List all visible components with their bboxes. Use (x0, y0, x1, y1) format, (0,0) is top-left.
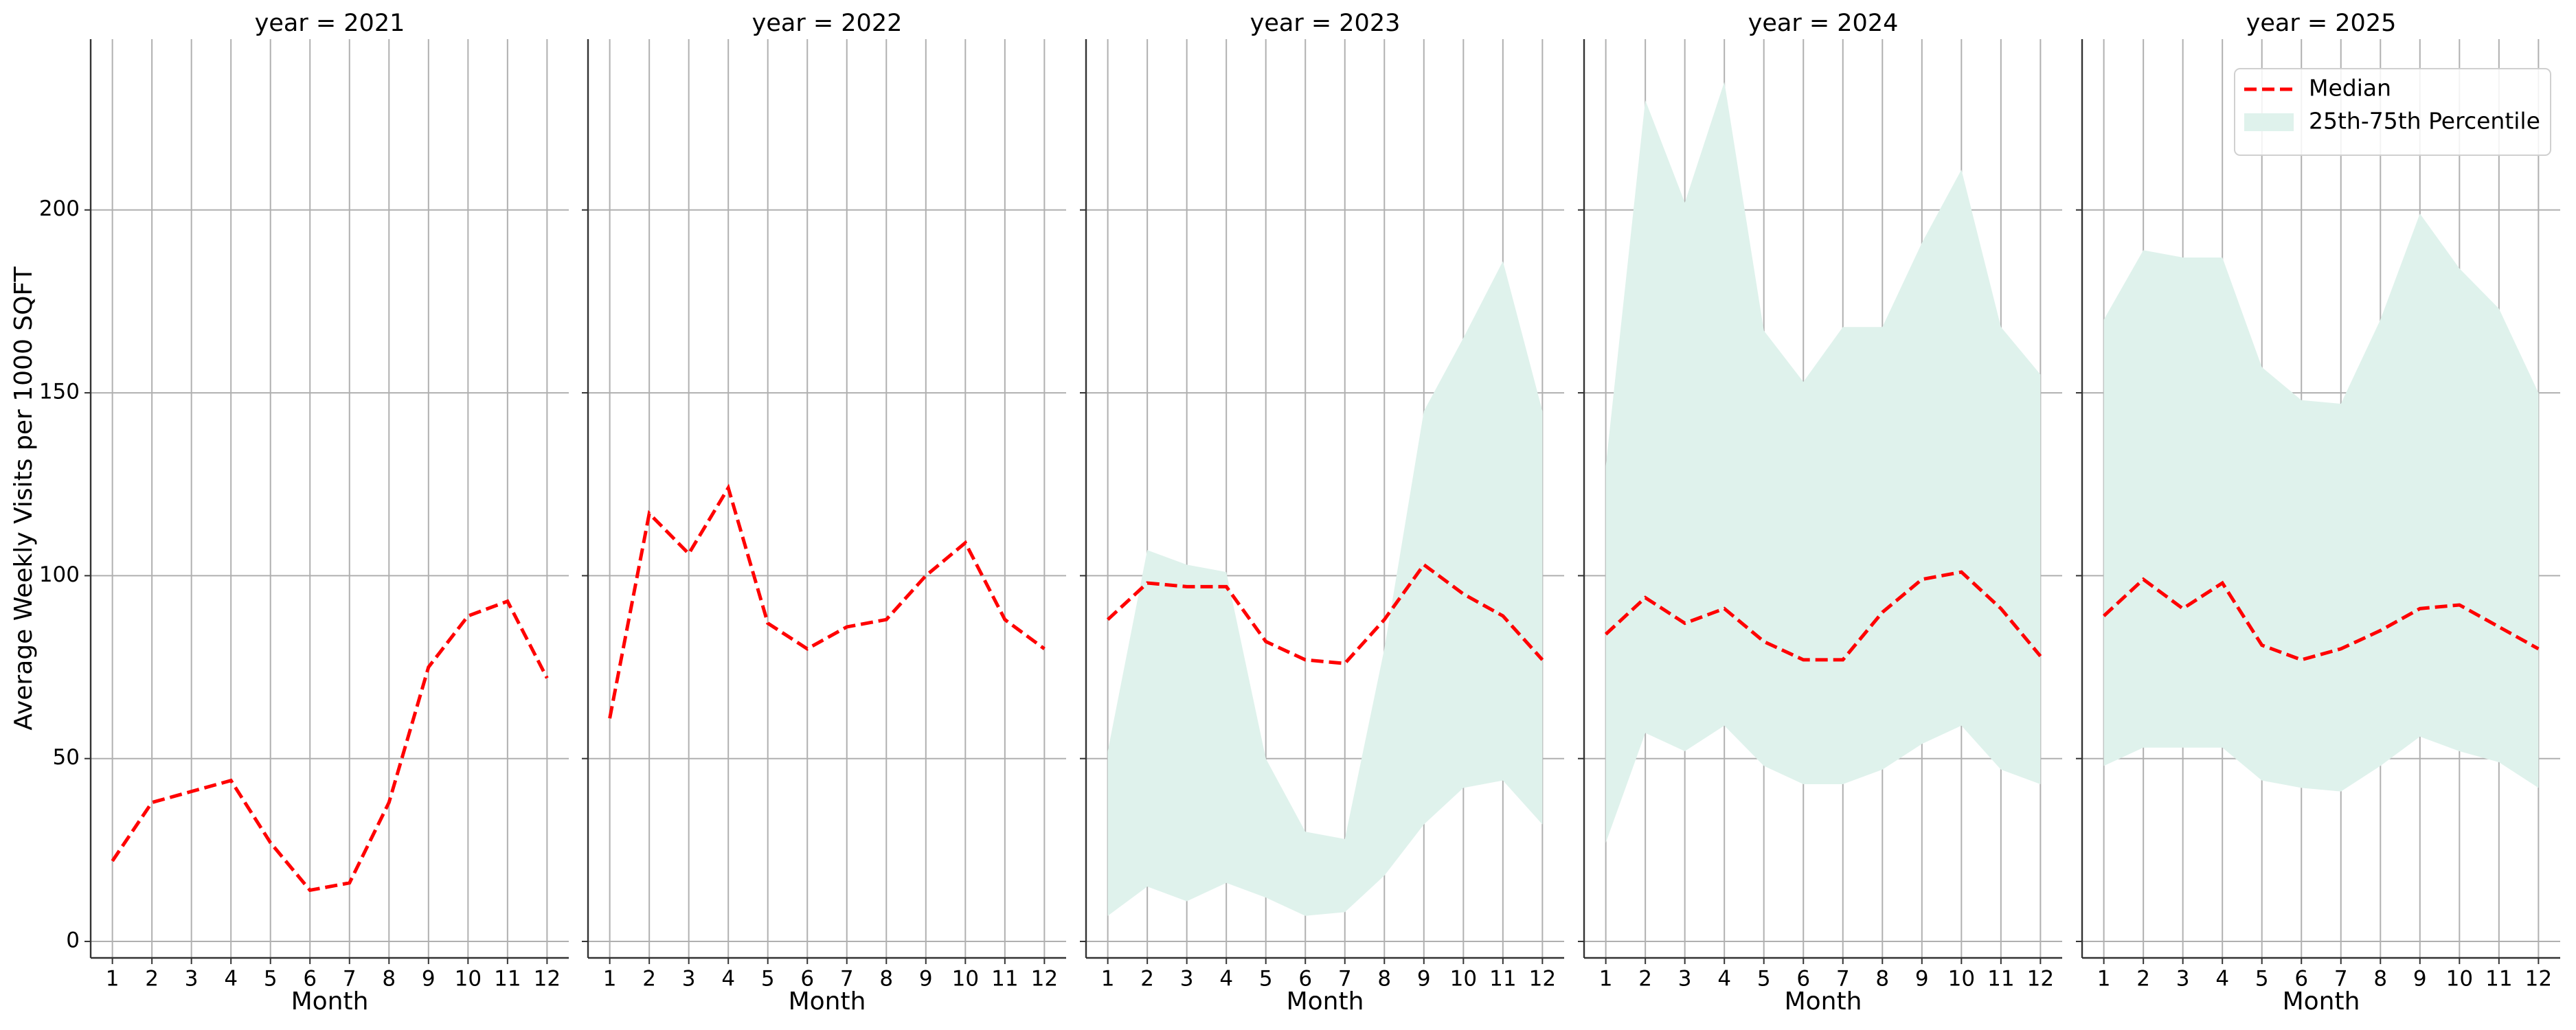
x-tick-label: 2 (642, 967, 656, 992)
x-tick-label: 4 (224, 967, 238, 992)
x-tick-label: 5 (264, 967, 278, 992)
x-tick-label: 11 (1489, 967, 1516, 992)
percentile-band (1107, 261, 1543, 916)
x-tick-label: 12 (2525, 967, 2552, 992)
x-tick-label: 10 (952, 967, 979, 992)
x-tick-label: 4 (1219, 967, 1233, 992)
x-tick-label: 2 (145, 967, 159, 992)
x-tick-label: 1 (2097, 967, 2111, 992)
percentile-band (1605, 82, 2041, 843)
percentile-band (2103, 214, 2539, 792)
x-tick-label: 11 (1987, 967, 2014, 992)
x-tick-label: 3 (682, 967, 696, 992)
x-tick-label: 5 (1757, 967, 1771, 992)
y-axis-label: Average Weekly Visits per 1000 SQFT (10, 266, 38, 730)
x-tick-label: 7 (2334, 967, 2348, 992)
x-tick-label: 4 (721, 967, 735, 992)
x-tick-label: 10 (455, 967, 482, 992)
x-tick-label: 8 (382, 967, 396, 992)
x-tick-label: 10 (1948, 967, 1975, 992)
x-tick-label: 10 (2446, 967, 2473, 992)
panel-title: year = 2024 (1748, 10, 1899, 37)
x-tick-label: 1 (1599, 967, 1613, 992)
x-tick-label: 8 (879, 967, 893, 992)
x-tick-label: 2 (1638, 967, 1652, 992)
x-tick-label: 1 (603, 967, 617, 992)
x-tick-label: 12 (1031, 967, 1058, 992)
x-tick-label: 2 (1140, 967, 1154, 992)
x-tick-label: 7 (343, 967, 357, 992)
x-tick-label: 5 (2255, 967, 2269, 992)
x-tick-label: 3 (1180, 967, 1194, 992)
median-line (2102, 577, 2540, 662)
x-tick-label: 3 (2176, 967, 2190, 992)
x-tick-label: 5 (761, 967, 775, 992)
x-tick-label: 1 (106, 967, 120, 992)
x-tick-label: 6 (1796, 967, 1810, 992)
median-line (608, 483, 1046, 719)
x-tick-label: 3 (185, 967, 199, 992)
x-tick-label: 9 (1417, 967, 1431, 992)
legend-label: 25th-75th Percentile (2309, 108, 2540, 135)
x-tick-label: 9 (2413, 967, 2427, 992)
y-tick-label: 150 (39, 380, 80, 404)
legend: Median 25th-75th Percentile (2234, 68, 2551, 156)
x-axis-label: Month (291, 987, 369, 1016)
legend-label: Median (2309, 75, 2391, 102)
x-tick-label: 11 (991, 967, 1018, 992)
x-tick-label: 5 (1259, 967, 1273, 992)
x-tick-label: 9 (422, 967, 436, 992)
x-tick-label: 12 (1529, 967, 1556, 992)
panel-title: year = 2023 (1250, 10, 1401, 37)
panel-title: year = 2025 (2246, 10, 2397, 37)
x-axis-label: Month (1287, 987, 1364, 1016)
x-tick-label: 6 (2294, 967, 2308, 992)
x-tick-label: 10 (1450, 967, 1477, 992)
x-tick-label: 9 (1915, 967, 1929, 992)
x-tick-label: 7 (1836, 967, 1850, 992)
median-line (1604, 570, 2042, 662)
x-tick-label: 12 (2027, 967, 2054, 992)
x-tick-label: 6 (1298, 967, 1312, 992)
x-tick-label: 8 (1377, 967, 1391, 992)
median-line (1106, 562, 1544, 665)
x-axis-label: Month (1785, 987, 1862, 1016)
x-tick-label: 11 (494, 967, 521, 992)
x-tick-label: 7 (1338, 967, 1352, 992)
legend-box (2234, 68, 2551, 156)
x-tick-label: 4 (2215, 967, 2229, 992)
x-tick-label: 8 (2373, 967, 2387, 992)
median-line (111, 599, 549, 893)
x-tick-label: 4 (1717, 967, 1731, 992)
y-tick-label: 0 (66, 928, 80, 953)
panel-title: year = 2021 (255, 10, 405, 37)
legend-swatch (2244, 113, 2294, 131)
x-tick-label: 1 (1101, 967, 1115, 992)
y-tick-label: 200 (39, 196, 80, 221)
x-tick-label: 6 (800, 967, 814, 992)
x-tick-label: 9 (919, 967, 933, 992)
panel-title: year = 2022 (752, 10, 903, 37)
x-axis-label: Month (789, 987, 866, 1016)
x-tick-label: 12 (534, 967, 561, 992)
y-tick-label: 50 (53, 745, 80, 770)
x-tick-label: 11 (2485, 967, 2512, 992)
x-axis-label: Month (2283, 987, 2360, 1016)
x-tick-label: 3 (1678, 967, 1692, 992)
y-tick-label: 100 (39, 562, 80, 587)
x-tick-label: 7 (840, 967, 854, 992)
x-tick-label: 2 (2136, 967, 2150, 992)
x-tick-label: 8 (1875, 967, 1889, 992)
x-tick-label: 6 (303, 967, 317, 992)
